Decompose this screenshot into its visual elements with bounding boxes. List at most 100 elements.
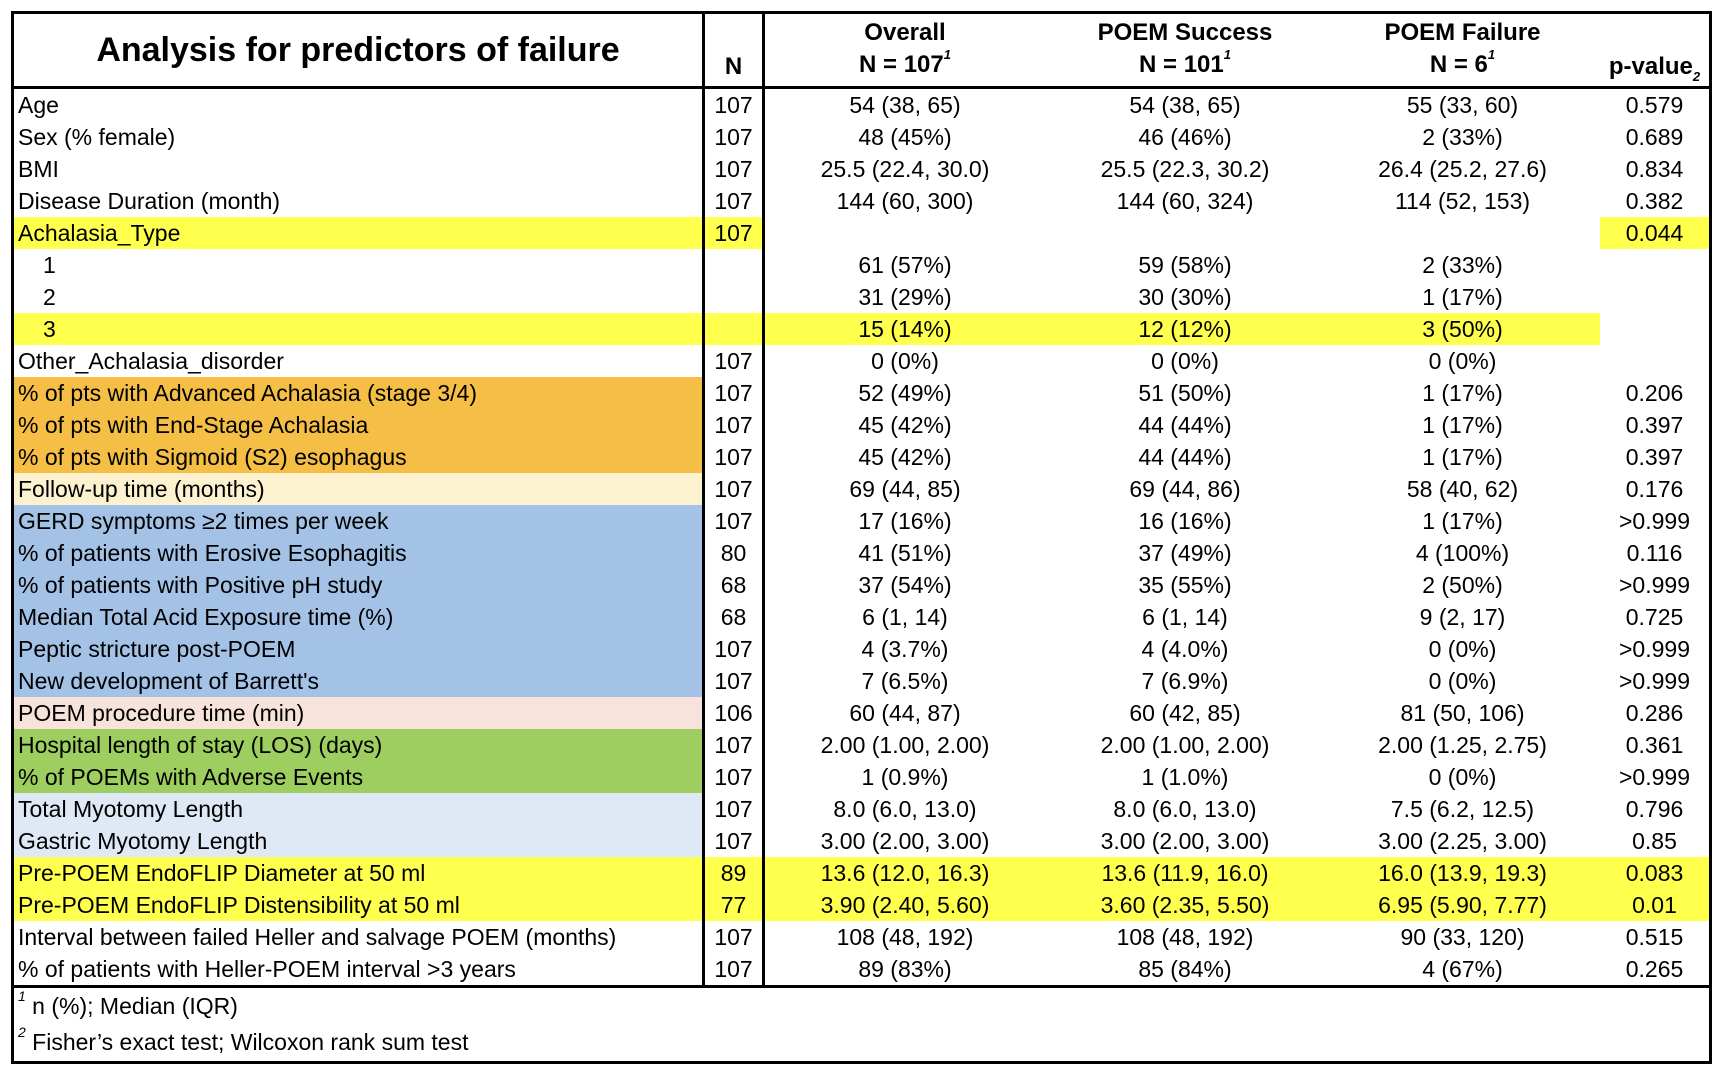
cell-success: 51 (50%) (1138, 380, 1232, 406)
cell-pvalue: >0.999 (1619, 572, 1690, 598)
header-overall-n-line: N = 1071 (765, 48, 1045, 81)
table-row: Hospital length of stay (LOS) (days) 107 2… (14, 729, 1709, 761)
cell-n: 68 (720, 604, 747, 630)
cell-n: 107 (714, 476, 753, 502)
cell-success: 60 (42, 85) (1129, 700, 1241, 726)
cell-failure: 0 (0%) (1428, 764, 1497, 790)
table-row: % of patients with Heller-POEM interval … (14, 953, 1709, 985)
cell-success: 2.00 (1.00, 2.00) (1100, 732, 1270, 758)
header-overall: Overall N = 1071 (765, 14, 1045, 86)
header-pvalue: p-value 2 (1608, 53, 1701, 84)
cell-failure: 0 (0%) (1428, 348, 1497, 374)
cell-success: 85 (84%) (1138, 956, 1232, 982)
header-n: N (724, 53, 743, 80)
cell-n: 107 (714, 508, 753, 534)
cell-pvalue: 0.265 (1625, 956, 1684, 982)
table-row: % of pts with Advanced Achalasia (stage … (14, 377, 1709, 409)
results-table: Analysis for predictors of failure N Ove… (11, 11, 1712, 1064)
cell-success: 46 (46%) (1138, 124, 1232, 150)
cell-success: 144 (60, 324) (1116, 188, 1254, 214)
cell-failure: 3.00 (2.25, 3.00) (1378, 828, 1547, 854)
cell-overall: 17 (16%) (858, 508, 952, 534)
cell-failure: 81 (50, 106) (1400, 700, 1525, 726)
cell-failure: 4 (67%) (1422, 956, 1503, 982)
cell-success: 4 (4.0%) (1141, 636, 1229, 662)
header-success-sup: 1 (1223, 47, 1231, 62)
cell-pvalue: >0.999 (1619, 636, 1690, 662)
cell-overall: 61 (57%) (858, 252, 952, 278)
cell-success: 3.00 (2.00, 3.00) (1100, 828, 1270, 854)
cell-overall: 25.5 (22.4, 30.0) (820, 156, 990, 182)
cell-label: Age (18, 92, 59, 118)
cell-overall: 89 (83%) (858, 956, 952, 982)
cell-overall: 4 (3.7%) (861, 636, 949, 662)
cell-n: 107 (705, 217, 762, 249)
cell-failure: 7.5 (6.2, 12.5) (1390, 796, 1535, 822)
cell-overall: 31 (29%) (858, 284, 952, 310)
cell-pvalue: 0.796 (1625, 796, 1684, 822)
cell-overall: 41 (51%) (858, 540, 952, 566)
table-row: Pre-POEM EndoFLIP Diameter at 50 ml 89 13.… (14, 857, 1709, 889)
header-overall-n: N = 107 (859, 51, 944, 78)
footnote-1-sup: 1 (18, 988, 26, 1005)
cell-pvalue: 0.579 (1625, 92, 1684, 118)
cell-pvalue (1600, 345, 1709, 377)
cell-success: 44 (44%) (1138, 444, 1232, 470)
column-divider-label (702, 14, 705, 985)
cell-failure (1325, 217, 1600, 249)
cell-label: Gastric Myotomy Length (14, 825, 702, 857)
cell-label: POEM procedure time (min) (14, 697, 702, 729)
cell-pvalue (1600, 281, 1709, 313)
cell-pvalue: 0.397 (1625, 444, 1684, 470)
cell-n: 107 (714, 92, 753, 118)
cell-label: Disease Duration (month) (18, 188, 281, 214)
cell-success: 108 (48, 192) (1116, 924, 1254, 950)
cell-success: 30 (30%) (1138, 284, 1232, 310)
cell-overall: 8.0 (6.0, 13.0) (833, 796, 977, 822)
cell-pvalue: 0.206 (1625, 380, 1684, 406)
cell-success: 7 (6.9%) (1141, 668, 1229, 694)
table-row: 1 61 (57%) 59 (58%) 2 (33%) (14, 249, 1709, 281)
footnote-2-text: Fisher’s exact test; Wilcoxon rank sum t… (25, 1029, 469, 1055)
cell-pvalue: 0.286 (1625, 700, 1684, 726)
cell-label: 1 (43, 252, 56, 278)
cell-failure: 1 (17%) (1422, 380, 1503, 406)
table-row: Total Myotomy Length 107 8.0 (6.0, 13.0) 8.… (14, 793, 1709, 825)
cell-n: 107 (714, 924, 753, 950)
cell-overall: 6 (1, 14) (862, 604, 948, 630)
cell-label: Follow-up time (months) (14, 473, 702, 505)
cell-pvalue (1600, 313, 1709, 345)
header-success: POEM Success N = 1011 (1045, 14, 1325, 86)
cell-failure: 1 (17%) (1422, 508, 1503, 534)
cell-pvalue: 0.689 (1625, 124, 1684, 150)
cell-pvalue: 0.834 (1625, 156, 1684, 182)
table-row: Peptic stricture post-POEM 107 4 (3.7%) 4 (… (14, 633, 1709, 665)
cell-overall: 45 (42%) (858, 444, 952, 470)
cell-label: BMI (18, 156, 59, 182)
cell-pvalue: 0.176 (1625, 476, 1684, 502)
table-row: 2 31 (29%) 30 (30%) 1 (17%) (14, 281, 1709, 313)
cell-success: 6 (1, 14) (1142, 604, 1228, 630)
cell-failure: 58 (40, 62) (1406, 476, 1519, 502)
cell-failure: 16.0 (13.9, 19.3) (1325, 857, 1600, 889)
cell-label: % of patients with Erosive Esophagitis (14, 537, 702, 569)
cell-n: 107 (714, 764, 753, 790)
header-failure-n-line: N = 61 (1325, 48, 1600, 81)
table-row: Other_Achalasia_disorder 107 0 (0%) 0 (0%) 0… (14, 345, 1709, 377)
table-row: Interval between failed Heller and salva… (14, 921, 1709, 953)
cell-label: Pre-POEM EndoFLIP Distensibility at 50 m… (14, 889, 702, 921)
cell-n (705, 281, 762, 313)
table-row: POEM procedure time (min) 106 60 (44, 87) 6… (14, 697, 1709, 729)
cell-pvalue: >0.999 (1619, 668, 1690, 694)
header-failure: POEM Failure N = 61 (1325, 14, 1600, 86)
cell-success: 12 (12%) (1045, 313, 1325, 345)
cell-overall: 15 (14%) (765, 313, 1045, 345)
cell-label: Pre-POEM EndoFLIP Diameter at 50 ml (14, 857, 702, 889)
cell-failure: 55 (33, 60) (1406, 92, 1519, 118)
cell-pvalue: 0.382 (1625, 188, 1684, 214)
cell-label: Interval between failed Heller and salva… (18, 924, 617, 950)
table-header: Analysis for predictors of failure N Ove… (14, 14, 1709, 86)
cell-label: New development of Barrett's (14, 665, 702, 697)
cell-label: % of patients with Positive pH study (14, 569, 702, 601)
header-success-n-line: N = 1011 (1045, 47, 1325, 81)
